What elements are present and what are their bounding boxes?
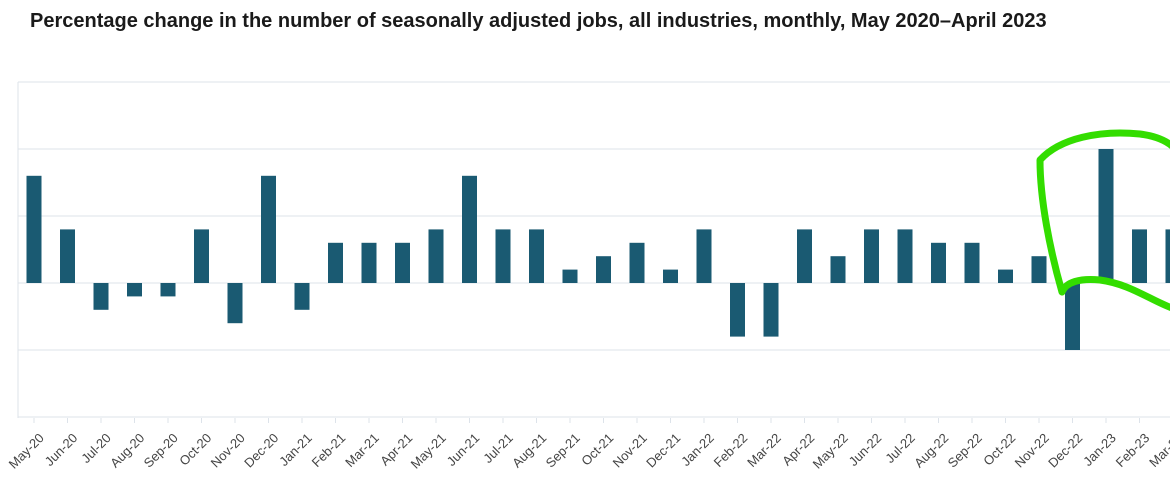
x-tick-label: Nov-21 [610, 430, 650, 470]
x-tick-label: Nov-22 [1012, 430, 1052, 470]
x-tick-label: Feb-23 [1113, 430, 1153, 470]
bar-jun-20 [60, 229, 75, 283]
bar-apr-22 [797, 229, 812, 283]
bar-sep-22 [964, 242, 980, 283]
x-tick-label: Jan-21 [276, 430, 315, 469]
bar-dec-21 [663, 269, 678, 283]
bar-dec-20 [261, 175, 276, 283]
x-tick-label: Sep-21 [543, 430, 583, 470]
highlight-circle [1036, 129, 1170, 311]
bar-sep-21 [562, 269, 578, 283]
x-tick-label: Mar-22 [744, 430, 784, 470]
x-tick-label: Dec-20 [241, 430, 281, 470]
bar-nov-21 [629, 242, 645, 283]
bar-mar-22 [763, 283, 779, 337]
bar-nov-20 [227, 283, 243, 324]
x-tick-label: Mar-21 [342, 430, 382, 470]
bar-may-22 [830, 256, 846, 283]
x-tick-label: May-21 [408, 430, 449, 471]
x-tick-label: Feb-22 [711, 430, 751, 470]
bar-oct-21 [596, 256, 611, 283]
x-tick-labels: May-20Jun-20Jul-20Aug-20Sep-20Oct-20Nov-… [6, 418, 1170, 472]
x-tick-label: Nov-20 [208, 430, 248, 470]
bar-mar-21 [361, 242, 377, 283]
x-tick-label: Jun-20 [42, 430, 81, 469]
x-tick-label: Jan-23 [1080, 430, 1119, 469]
chart-title: Percentage change in the number of seaso… [30, 10, 1047, 32]
bar-jul-22 [897, 229, 913, 283]
x-tick-label: Dec-22 [1045, 430, 1085, 470]
bar-mar-23 [1165, 229, 1170, 283]
x-tick-label: May-22 [810, 430, 851, 471]
bar-jul-20 [93, 283, 109, 310]
bar-oct-22 [998, 269, 1013, 283]
bar-jun-22 [864, 229, 879, 283]
x-tick-label: Oct-21 [578, 430, 616, 468]
highlight-annotation [1036, 129, 1170, 311]
x-tick-label: Oct-22 [980, 430, 1018, 468]
x-tick-label: Dec-21 [643, 430, 683, 470]
bar-aug-21 [529, 229, 544, 283]
x-tick-label: Aug-21 [509, 430, 549, 470]
bar-jan-22 [696, 229, 712, 283]
bar-jun-21 [462, 175, 477, 283]
x-tick-label: Jan-22 [678, 430, 717, 469]
bar-may-21 [428, 229, 444, 283]
x-tick-label: Aug-22 [911, 430, 951, 470]
bar-jan-23 [1098, 149, 1114, 283]
gridlines [17, 81, 1170, 418]
bars [26, 149, 1170, 350]
bar-feb-21 [328, 242, 343, 283]
bar-jul-21 [495, 229, 511, 283]
x-tick-label: Feb-21 [309, 430, 349, 470]
x-tick-label: Mar-23 [1146, 430, 1170, 470]
bar-may-20 [26, 175, 42, 283]
bar-nov-22 [1031, 256, 1047, 283]
bar-aug-20 [127, 283, 142, 297]
bar-aug-22 [931, 242, 946, 283]
x-tick-label: May-20 [6, 430, 47, 471]
bar-feb-23 [1132, 229, 1147, 283]
bar-sep-20 [160, 283, 176, 297]
bar-apr-21 [395, 242, 410, 283]
bar-jan-21 [294, 283, 310, 310]
x-tick-label: Sep-22 [945, 430, 985, 470]
x-tick-label: Jun-21 [444, 430, 483, 469]
x-tick-label: Aug-20 [107, 430, 147, 470]
x-tick-label: Oct-20 [176, 430, 214, 468]
bar-feb-22 [730, 283, 745, 337]
x-tick-label: Sep-20 [141, 430, 181, 470]
x-tick-label: Jun-22 [846, 430, 885, 469]
bar-dec-22 [1065, 283, 1080, 350]
bar-oct-20 [194, 229, 209, 283]
